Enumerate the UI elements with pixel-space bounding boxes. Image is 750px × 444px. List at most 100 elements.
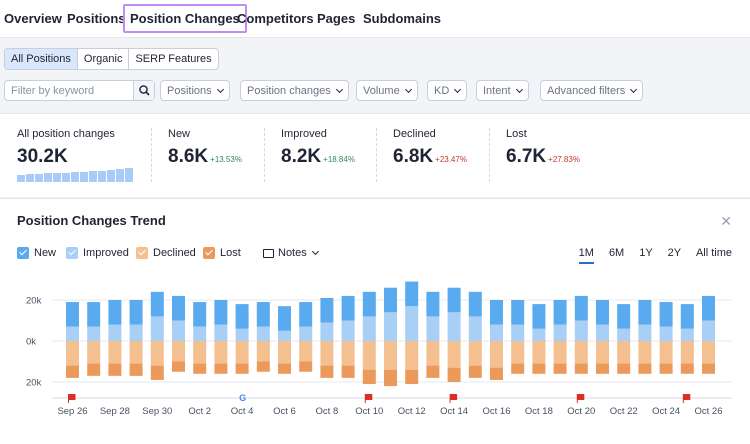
bar-improved <box>129 324 143 341</box>
bar-new <box>278 306 291 331</box>
metric-new[interactable]: New 8.6K +13.53% <box>168 128 242 168</box>
keyword-search-input[interactable]: Filter by keyword <box>4 80 155 101</box>
metric-declined-change: +23.47% <box>435 155 467 164</box>
metric-declined[interactable]: Declined 6.8K +23.47% <box>393 128 467 168</box>
bar-declined <box>193 341 207 364</box>
bar-improved <box>511 324 525 341</box>
bar-lost <box>659 363 673 374</box>
range-2y[interactable]: 2Y <box>667 247 681 259</box>
y-tick-label: 20k <box>26 378 42 389</box>
bar-declined <box>172 341 185 362</box>
bar-improved <box>341 320 355 341</box>
tab-position-changes[interactable]: Position Changes <box>123 4 247 33</box>
bar-new <box>66 302 79 327</box>
bar-new <box>702 295 715 321</box>
tab-competitors[interactable]: Competitors <box>237 11 314 26</box>
range-6m[interactable]: 6M <box>608 247 625 259</box>
metric-improved-change: +18.84% <box>323 155 355 164</box>
x-tick-label: Oct 18 <box>525 406 553 417</box>
bar-lost <box>129 363 143 376</box>
bar-new <box>617 304 631 329</box>
bar-declined <box>150 341 164 366</box>
bar-improved <box>659 326 673 341</box>
legend-new-label: New <box>34 247 57 259</box>
bar-declined <box>214 341 228 364</box>
bar-improved <box>214 324 228 341</box>
bar-improved <box>447 312 461 341</box>
bar-lost <box>638 363 652 374</box>
bar-lost <box>447 367 461 382</box>
metric-all-value: 30.2K <box>17 146 115 168</box>
positions-dropdown[interactable]: Positions <box>160 80 230 101</box>
kd-dropdown[interactable]: KD <box>427 80 468 101</box>
sparkline-bar <box>53 173 61 182</box>
google-update-icon: G <box>239 393 246 403</box>
bar-lost <box>553 363 567 374</box>
bar-declined <box>87 341 101 364</box>
checkbox-icon <box>66 247 78 259</box>
notes-dropdown[interactable]: Notes <box>263 247 319 259</box>
metric-new-value: 8.6K +13.53% <box>168 146 242 168</box>
x-tick-label: Oct 26 <box>695 406 723 417</box>
metric-lost-number: 6.7K <box>506 146 547 167</box>
bar-lost <box>256 361 270 372</box>
all-positions-button[interactable]: All Positions <box>5 49 77 69</box>
x-tick-label: Oct 2 <box>188 406 211 417</box>
legend-declined-toggle[interactable]: Declined <box>136 247 196 259</box>
bar-new <box>574 295 588 321</box>
bar-declined <box>362 341 376 370</box>
range-all-time[interactable]: All time <box>695 247 732 259</box>
range-1m[interactable]: 1M <box>578 247 594 264</box>
tab-overview[interactable]: Overview <box>4 11 62 26</box>
metric-lost[interactable]: Lost 6.7K +27.83% <box>506 128 580 168</box>
legend-improved-toggle[interactable]: Improved <box>66 247 129 259</box>
intent-dropdown[interactable]: Intent <box>476 80 529 101</box>
bar-improved <box>150 316 164 341</box>
metric-improved[interactable]: Improved 8.2K +18.84% <box>281 128 355 168</box>
bar-improved <box>87 326 101 341</box>
advanced-filters-dropdown[interactable]: Advanced filters <box>540 80 644 101</box>
metric-new-change: +13.53% <box>210 155 242 164</box>
range-1y[interactable]: 1Y <box>639 247 653 259</box>
bar-lost <box>235 363 249 374</box>
bar-improved <box>553 324 567 341</box>
tab-positions[interactable]: Positions <box>67 11 126 26</box>
bar-new <box>108 300 122 325</box>
bar-declined <box>617 341 631 364</box>
positions-dropdown-label: Positions <box>167 85 212 97</box>
bar-improved <box>193 326 207 341</box>
bar-lost <box>405 369 419 385</box>
bar-lost <box>532 363 546 374</box>
bar-declined <box>511 341 525 364</box>
metric-lost-value: 6.7K +27.83% <box>506 146 580 168</box>
bar-new <box>235 304 249 329</box>
bar-lost <box>574 363 588 374</box>
bar-improved <box>235 328 249 341</box>
bar-declined <box>235 341 249 364</box>
bar-declined <box>320 341 334 366</box>
x-tick-label: Oct 12 <box>398 406 426 417</box>
legend-new-toggle[interactable]: New <box>17 247 56 259</box>
bar-new <box>341 295 355 321</box>
bar-improved <box>617 328 631 341</box>
tab-pages[interactable]: Pages <box>317 11 356 26</box>
position-changes-dropdown-label: Position changes <box>247 85 331 97</box>
tab-subdomains[interactable]: Subdomains <box>363 11 442 26</box>
volume-dropdown[interactable]: Volume <box>356 80 418 101</box>
organic-button[interactable]: Organic <box>76 49 129 69</box>
bar-lost <box>426 365 440 378</box>
search-icon <box>139 85 150 96</box>
position-changes-dropdown[interactable]: Position changes <box>240 80 349 101</box>
legend-lost-toggle[interactable]: Lost <box>203 247 241 259</box>
summary-card: All position changes 30.2K New 8.6K +13.5… <box>0 113 750 197</box>
bar-new <box>426 291 440 317</box>
search-button[interactable] <box>133 81 154 100</box>
bar-declined <box>426 341 440 366</box>
sparkline-bar <box>62 173 70 182</box>
x-tick-label: Oct 6 <box>273 406 296 417</box>
close-icon[interactable]: ✕ <box>720 213 732 229</box>
bar-new <box>532 304 546 329</box>
bar-declined <box>468 341 482 366</box>
serp-features-button[interactable]: SERP Features <box>128 49 217 69</box>
